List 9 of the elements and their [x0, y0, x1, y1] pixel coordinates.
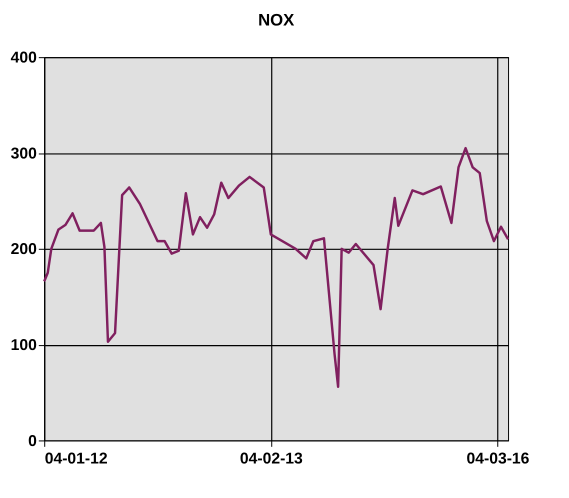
y-tick-label: 0	[28, 432, 38, 450]
chart-title: NOX	[258, 10, 294, 30]
x-tick-label: 04-02-13	[240, 450, 304, 468]
x-tick-label: 04-03-16	[466, 450, 530, 468]
y-tick-label: 200	[10, 241, 38, 258]
y-tick-label: 400	[10, 50, 38, 67]
y-tick-label: 300	[10, 145, 38, 162]
x-tick-label: 04-01-12	[44, 450, 108, 468]
y-tick-label: 100	[10, 337, 38, 354]
